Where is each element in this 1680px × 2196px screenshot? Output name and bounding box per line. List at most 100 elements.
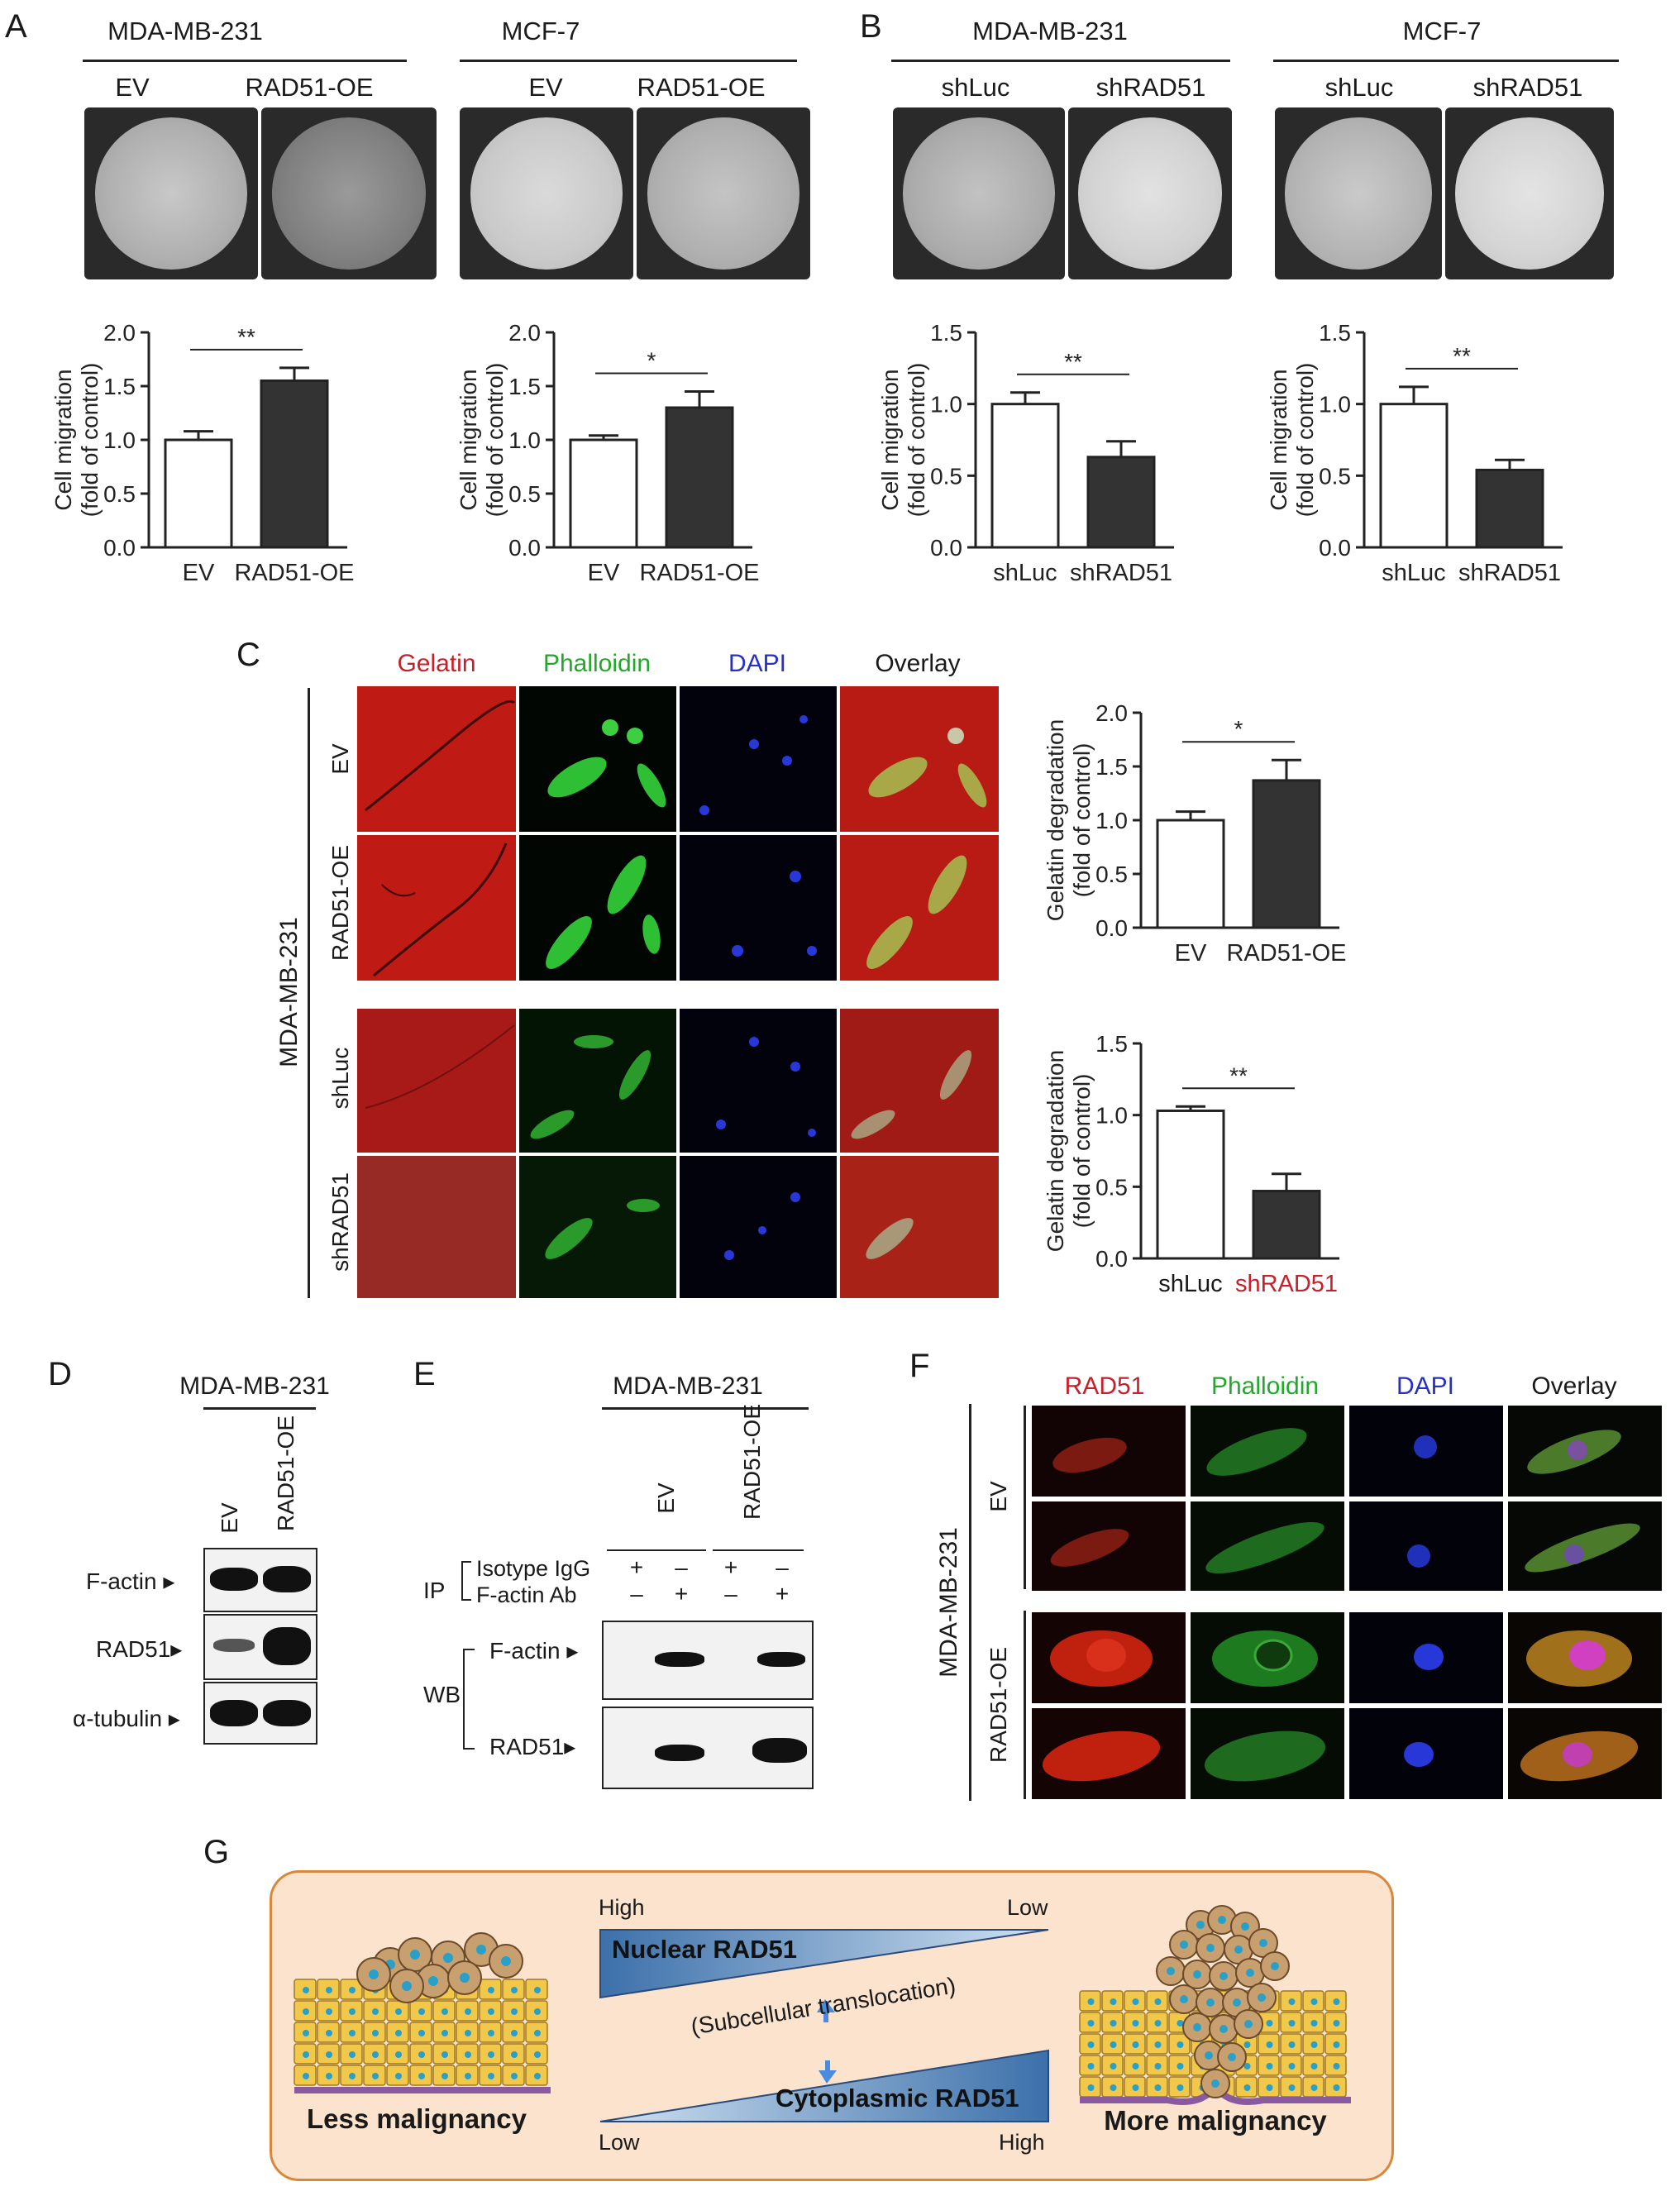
cell-nucleus	[326, 2008, 332, 2015]
panel-d-protein-tubulin: α-tubulin ▸	[73, 1706, 180, 1731]
cell-nucleus	[1110, 2063, 1117, 2069]
more-malignancy-label: More malignancy	[1104, 2105, 1327, 2136]
tumor-nucleus	[1206, 1998, 1215, 2007]
y-tick-label: 1.5	[103, 374, 136, 399]
cell-nucleus	[1288, 2020, 1296, 2027]
panel-g-low-left: Low	[599, 2130, 640, 2155]
panel-b-well-mda-shluc	[893, 107, 1065, 279]
cell-nucleus	[349, 2073, 356, 2079]
cell-nucleus	[395, 2030, 402, 2036]
y-axis-label: Cell migration(fold of control)	[877, 363, 929, 518]
tumor-nucleus	[402, 1981, 412, 1991]
panel-e-lane-oe: RAD51-OE	[739, 1403, 765, 1520]
panel-f-oe-bracket	[1024, 1611, 1026, 1799]
bar-1	[1252, 779, 1321, 929]
micro-f-oe2-phalloidin	[1191, 1708, 1344, 1799]
panel-b-cond-shrad51-2: shRAD51	[1472, 73, 1583, 102]
cell-nucleus	[1310, 2020, 1318, 2027]
y-tick-label: 0.0	[1319, 535, 1351, 561]
significance-marker: **	[1064, 349, 1082, 375]
tumor-nucleus	[1206, 1944, 1215, 1952]
y-axis-label: Gelatin degradation(fold of control)	[1043, 1050, 1095, 1252]
cell-nucleus	[488, 2030, 494, 2036]
y-tick-label: 0.0	[1095, 915, 1128, 941]
panel-f-channel-rad51: RAD51	[1064, 1372, 1145, 1400]
panel-a-cond-ev: EV	[115, 73, 150, 102]
bar-0	[1156, 1109, 1225, 1260]
panel-e-ip-igg: Isotype IgG	[476, 1556, 591, 1581]
cell-nucleus	[511, 2051, 518, 2058]
y-tick-label: 1.0	[1095, 1103, 1128, 1129]
panel-c-channel-gelatin: Gelatin	[397, 650, 476, 677]
panel-e-lane-ev: EV	[653, 1482, 679, 1514]
tumor-nucleus	[1193, 1970, 1201, 1979]
cell-nucleus	[1310, 2041, 1318, 2048]
y-tick-label: 1.0	[1095, 808, 1128, 833]
tumor-nucleus	[476, 1945, 486, 1955]
y-tick-label: 0.5	[1095, 862, 1128, 887]
tumor-nucleus	[460, 1973, 470, 1983]
panel-b-well-mcf-shrad51	[1445, 107, 1614, 279]
micro-f-oe2-rad51	[1032, 1708, 1186, 1799]
panel-e-sign-2-1: –	[630, 1581, 643, 1606]
cell-nucleus	[395, 2008, 402, 2015]
panel-f-cell-line: MDA-MB-231	[935, 1527, 962, 1678]
cell-nucleus	[465, 2051, 471, 2058]
panel-e-wb-rad51: RAD51▸	[489, 1734, 576, 1759]
panel-a-cond-oe-2: RAD51-OE	[637, 73, 766, 102]
cell-nucleus	[1087, 2084, 1095, 2091]
cell-nucleus	[1087, 1998, 1095, 2005]
panel-e-wb-factin: F-actin ▸	[489, 1638, 579, 1664]
cell-nucleus	[534, 1987, 541, 1993]
panel-g-high-right: High	[999, 2130, 1045, 2155]
panel-d-group-line	[203, 1407, 316, 1410]
tumor-nucleus	[443, 1953, 453, 1963]
panel-c-cell-line: MDA-MB-231	[275, 917, 303, 1067]
tumor-nucleus	[1259, 1939, 1267, 1947]
category-label: EV	[588, 560, 620, 586]
cell-nucleus	[372, 2030, 379, 2036]
panel-c-bracket	[308, 688, 310, 1298]
panel-a-group-line-1	[83, 60, 407, 62]
tumor-nucleus	[1211, 2079, 1219, 2088]
blot-d-rad51	[203, 1614, 317, 1680]
less-malignancy-illustration	[294, 1932, 551, 2093]
y-tick-label: 0.0	[1095, 1246, 1128, 1272]
y-tick-label: 0.5	[1095, 1174, 1128, 1200]
micro-f-oe1-dapi	[1349, 1612, 1503, 1703]
y-tick-label: 0.0	[930, 535, 962, 561]
micro-c-shluc-overlay	[840, 1009, 999, 1153]
cell-nucleus	[465, 2073, 471, 2079]
micro-c-shluc-gelatin	[357, 1009, 516, 1153]
micro-c-shluc-dapi	[680, 1009, 837, 1153]
cell-nucleus	[303, 2008, 309, 2015]
panel-f-channel-phalloidin: Phalloidin	[1210, 1372, 1320, 1400]
panel-c-channel-overlay: Overlay	[875, 650, 961, 677]
cell-nucleus	[488, 2008, 494, 2015]
cell-nucleus	[1288, 2041, 1296, 2048]
tumor-nucleus	[1205, 2051, 1213, 2060]
cell-nucleus	[441, 2030, 448, 2036]
tumor-nucleus	[1241, 1922, 1249, 1931]
tumor-nucleus	[1180, 1941, 1188, 1949]
panel-e-sign-1-1: +	[629, 1554, 644, 1580]
cell-nucleus	[418, 2051, 425, 2058]
panel-b-cell-line-2: MCF-7	[1402, 17, 1482, 45]
cell-nucleus	[1176, 2020, 1184, 2027]
tumor-nucleus	[1271, 1962, 1279, 1970]
cell-nucleus	[1132, 2084, 1139, 2091]
cytoplasmic-rad51-label: Cytoplasmic RAD51	[776, 2084, 1019, 2112]
panel-b-group-line-1	[891, 60, 1230, 62]
cell-nucleus	[511, 2008, 518, 2015]
panel-e-sign-2-2: +	[674, 1581, 689, 1606]
panel-e-sign-1-3: +	[723, 1554, 738, 1580]
cell-nucleus	[1176, 2084, 1184, 2091]
panel-g-high-left: High	[599, 1895, 645, 1920]
y-tick-label: 1.5	[1095, 1031, 1128, 1057]
significance-marker: **	[237, 324, 255, 350]
bar-0	[569, 438, 638, 549]
cell-nucleus	[441, 2051, 448, 2058]
cell-nucleus	[1132, 2041, 1139, 2048]
